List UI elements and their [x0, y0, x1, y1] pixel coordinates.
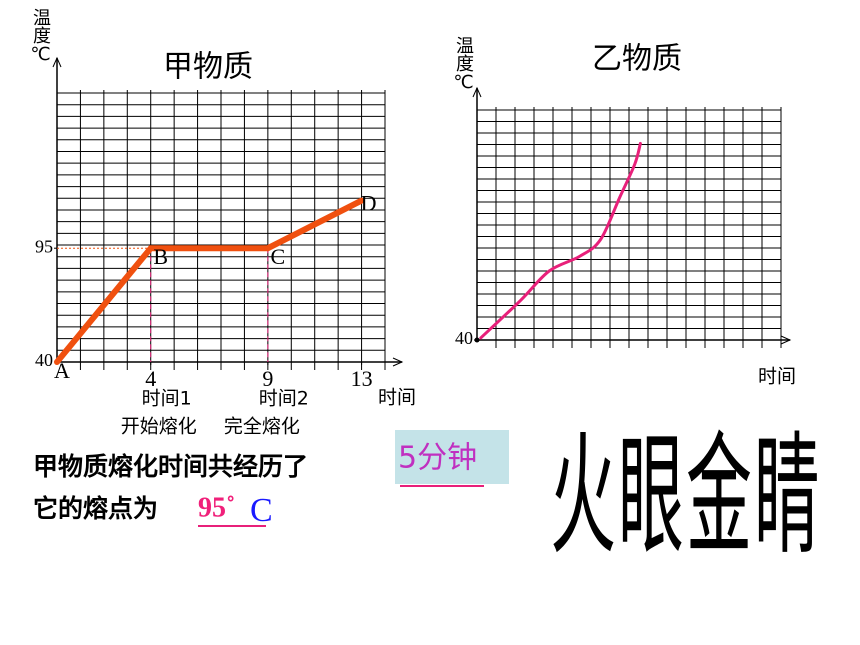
y-tick-label: 40	[455, 328, 473, 348]
point-label: C	[271, 244, 286, 269]
y-axis-arrow	[472, 86, 482, 98]
y-tick-label: 95	[35, 236, 53, 256]
tick-note: 开始熔化	[121, 416, 197, 438]
origin-dot	[474, 337, 480, 343]
slogan: 火眼金睛	[550, 419, 820, 573]
x-tick-label: 13	[351, 366, 373, 391]
x-axis-arrow	[392, 357, 404, 367]
x-tick-label: 9	[262, 366, 273, 391]
answer-2-value: 95˚	[198, 492, 235, 523]
y-axis-arrow	[52, 56, 62, 68]
data-line	[479, 141, 642, 340]
answer-box	[395, 430, 509, 484]
x-tick-label: 4	[145, 366, 156, 391]
answer-2-unit: C	[250, 492, 273, 529]
y-tick-label: 40	[35, 350, 53, 370]
tick-note: 完全熔化	[224, 416, 300, 438]
y-axis-label: 温度℃	[453, 36, 474, 93]
x-axis-label: 时间	[758, 366, 796, 388]
chart-title: 甲物质	[163, 50, 253, 85]
data-line	[54, 197, 365, 365]
tick-note: 时间1	[142, 388, 192, 410]
question-line-2: 它的熔点为	[33, 494, 158, 523]
question-line-1: 甲物质熔化时间共经历了	[33, 452, 308, 481]
tick-note: 时间2	[259, 388, 309, 410]
answer-1: 5分钟	[398, 441, 477, 476]
point-label: B	[153, 244, 168, 269]
chart-title: 乙物质	[592, 42, 682, 77]
x-axis-label: 时间	[378, 387, 416, 409]
y-axis-label: 温度℃	[30, 8, 51, 65]
x-axis-arrow	[780, 335, 792, 345]
point-label: A	[54, 358, 70, 383]
point-label: D	[361, 191, 377, 216]
